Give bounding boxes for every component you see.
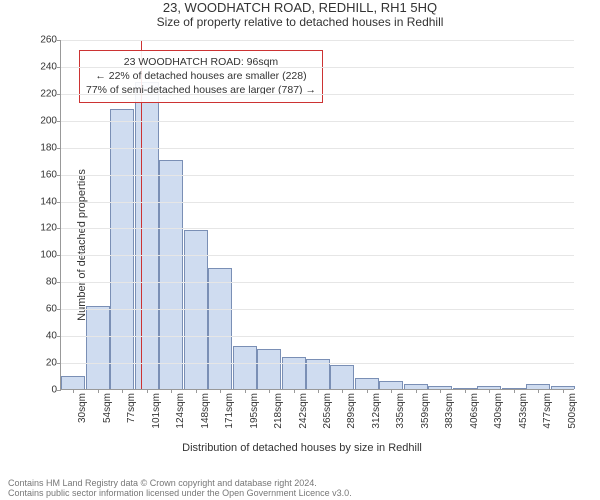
xtick-label: 101sqm [147,393,162,429]
gridline-h [61,363,574,364]
xtick-label: 265sqm [318,393,333,429]
ytick-mark [57,282,61,283]
ytick-mark [57,309,61,310]
xtick-label: 124sqm [171,393,186,429]
xtick-label: 77sqm [122,393,137,423]
bar [110,109,134,389]
bar [257,349,281,389]
xtick-label: 359sqm [416,393,431,429]
xtick-label: 500sqm [563,393,578,429]
gridline-h [61,282,574,283]
ytick-label: 260 [40,35,57,46]
ytick-label: 180 [40,142,57,153]
page-title: 23, WOODHATCH ROAD, REDHILL, RH1 5HQ [0,0,600,15]
gridline-h [61,67,574,68]
ytick-mark [57,175,61,176]
gridline-h [61,202,574,203]
gridline-h [61,148,574,149]
gridline-h [61,336,574,337]
callout-line-2: ← 22% of detached houses are smaller (22… [86,69,316,83]
bar [86,306,110,389]
ytick-label: 240 [40,61,57,72]
bar [282,357,306,389]
ytick-label: 120 [40,223,57,234]
xtick-label: 54sqm [98,393,113,423]
gridline-h [61,94,574,95]
bar [355,378,379,389]
footer-line-2: Contains public sector information licen… [8,488,592,498]
bar [233,346,257,389]
xtick-label: 148sqm [196,393,211,429]
chart-container: Number of detached properties 23 WOODHAT… [30,40,574,450]
ytick-label: 20 [46,358,57,369]
xtick-label: 218sqm [269,393,284,429]
ytick-mark [57,202,61,203]
ytick-label: 40 [46,331,57,342]
ytick-mark [57,336,61,337]
xtick-label: 289sqm [342,393,357,429]
footer: Contains HM Land Registry data © Crown c… [0,478,600,498]
xtick-label: 195sqm [245,393,260,429]
ytick-mark [57,255,61,256]
ytick-label: 220 [40,88,57,99]
ytick-mark [57,67,61,68]
xtick-label: 335sqm [391,393,406,429]
gridline-h [61,309,574,310]
bar [208,268,232,389]
gridline-h [61,228,574,229]
footer-line-1: Contains HM Land Registry data © Crown c… [8,478,592,488]
bar [61,376,85,389]
callout-line-3: 77% of semi-detached houses are larger (… [86,83,316,97]
ytick-mark [57,94,61,95]
xtick-label: 171sqm [220,393,235,429]
ytick-mark [57,390,61,391]
bar [330,365,354,389]
xtick-label: 383sqm [440,393,455,429]
ytick-mark [57,363,61,364]
xtick-label: 453sqm [514,393,529,429]
ytick-label: 140 [40,196,57,207]
ytick-label: 80 [46,277,57,288]
ytick-label: 200 [40,115,57,126]
ytick-mark [57,228,61,229]
ytick-mark [57,148,61,149]
bar [379,381,403,389]
gridline-h [61,40,574,41]
x-axis-label: Distribution of detached houses by size … [30,442,574,454]
plot-area: 23 WOODHATCH ROAD: 96sqm ← 22% of detach… [60,40,574,390]
gridline-h [61,121,574,122]
xtick-label: 312sqm [367,393,382,429]
xtick-label: 242sqm [294,393,309,429]
gridline-h [61,175,574,176]
ytick-label: 0 [51,385,57,396]
ytick-mark [57,121,61,122]
xtick-label: 430sqm [489,393,504,429]
xtick-label: 406sqm [465,393,480,429]
bar [159,160,183,389]
page-subtitle: Size of property relative to detached ho… [0,15,600,29]
ytick-mark [57,40,61,41]
gridline-h [61,255,574,256]
xtick-label: 477sqm [538,393,553,429]
ytick-label: 160 [40,169,57,180]
xtick-label: 30sqm [73,393,88,423]
bar [135,82,159,389]
ytick-label: 60 [46,304,57,315]
ytick-label: 100 [40,250,57,261]
